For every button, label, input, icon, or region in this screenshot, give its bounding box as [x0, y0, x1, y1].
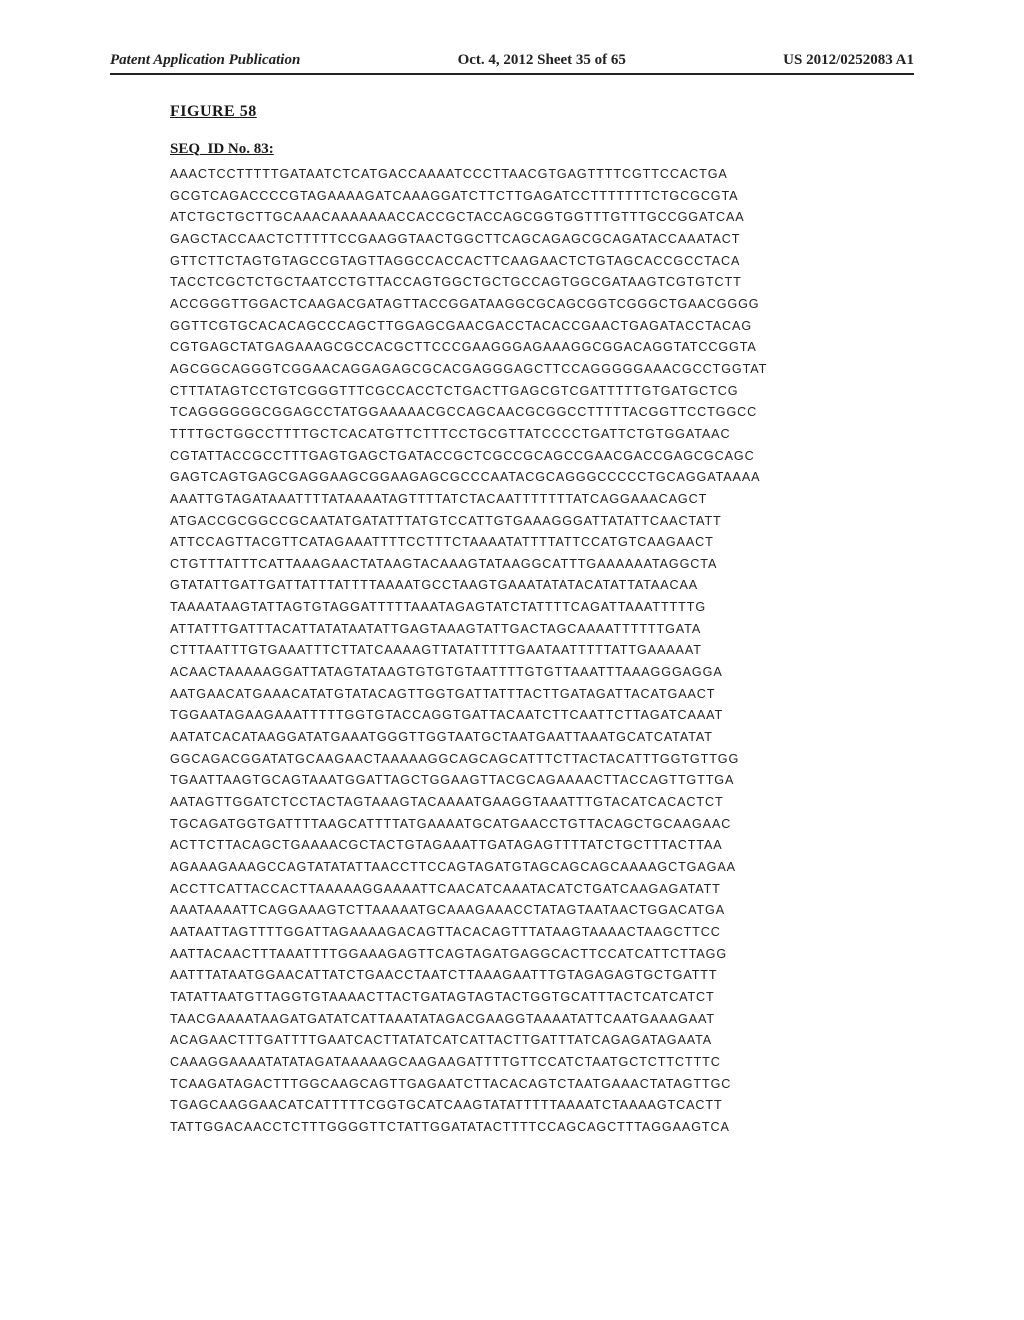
page-header: Patent Application Publication Oct. 4, 2… — [110, 52, 914, 69]
sequence-lines: AAACTCCTTTTTGATAATCTCATGACCAAAATCCCTTAAC… — [170, 164, 874, 1139]
sequence-id-label: SEQ_ID No. 83: — [170, 141, 874, 158]
figure-title: FIGURE 58 — [170, 103, 874, 121]
figure-block: FIGURE 58 SEQ_ID No. 83: AAACTCCTTTTTGAT… — [170, 103, 874, 1139]
header-left: Patent Application Publication — [110, 52, 300, 69]
header-rule — [110, 73, 914, 75]
patent-page: Patent Application Publication Oct. 4, 2… — [0, 0, 1024, 1320]
header-center: Oct. 4, 2012 Sheet 35 of 65 — [458, 52, 626, 69]
header-right: US 2012/0252083 A1 — [783, 52, 914, 69]
